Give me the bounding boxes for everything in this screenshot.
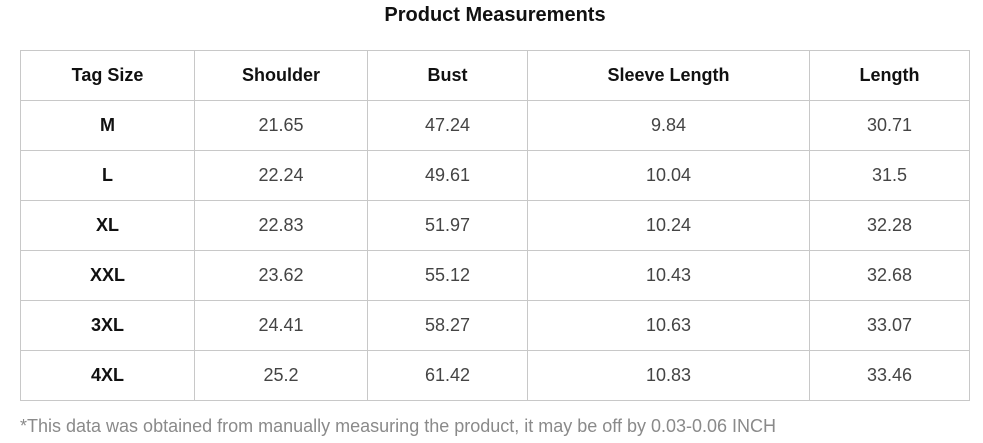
header-sleeve-length: Sleeve Length — [527, 50, 810, 101]
shoulder-cell: 25.2 — [194, 350, 368, 401]
table-row: XXL 23.62 55.12 10.43 32.68 — [20, 250, 970, 301]
sleeve-length-cell: 10.24 — [527, 200, 810, 251]
bust-cell: 47.24 — [367, 100, 528, 151]
tag-size-cell: 4XL — [20, 350, 195, 401]
shoulder-cell: 24.41 — [194, 300, 368, 351]
table-row: 4XL 25.2 61.42 10.83 33.46 — [20, 350, 970, 401]
length-cell: 33.46 — [809, 350, 970, 401]
measurements-table: Tag Size Shoulder Bust Sleeve Length Len… — [20, 50, 970, 401]
header-tag-size: Tag Size — [20, 50, 195, 101]
shoulder-cell: 22.83 — [194, 200, 368, 251]
tag-size-cell: L — [20, 150, 195, 201]
shoulder-cell: 21.65 — [194, 100, 368, 151]
shoulder-cell: 22.24 — [194, 150, 368, 201]
bust-cell: 58.27 — [367, 300, 528, 351]
length-cell: 33.07 — [809, 300, 970, 351]
measurement-disclaimer: *This data was obtained from manually me… — [20, 416, 777, 436]
header-shoulder: Shoulder — [194, 50, 368, 101]
sleeve-length-cell: 10.63 — [527, 300, 810, 351]
table-row: 3XL 24.41 58.27 10.63 33.07 — [20, 300, 970, 351]
length-cell: 32.68 — [809, 250, 970, 301]
bust-cell: 55.12 — [367, 250, 528, 301]
bust-cell: 49.61 — [367, 150, 528, 201]
length-cell: 32.28 — [809, 200, 970, 251]
bust-cell: 61.42 — [367, 350, 528, 401]
tag-size-cell: XXL — [20, 250, 195, 301]
tag-size-cell: M — [20, 100, 195, 151]
page-title: Product Measurements — [384, 4, 606, 26]
length-cell: 31.5 — [809, 150, 970, 201]
table-header-row: Tag Size Shoulder Bust Sleeve Length Len… — [20, 50, 970, 101]
sleeve-length-cell: 9.84 — [527, 100, 810, 151]
length-cell: 30.71 — [809, 100, 970, 151]
tag-size-cell: 3XL — [20, 300, 195, 351]
header-bust: Bust — [367, 50, 528, 101]
sleeve-length-cell: 10.43 — [527, 250, 810, 301]
table-row: L 22.24 49.61 10.04 31.5 — [20, 150, 970, 201]
sleeve-length-cell: 10.04 — [527, 150, 810, 201]
header-length: Length — [809, 50, 970, 101]
shoulder-cell: 23.62 — [194, 250, 368, 301]
sleeve-length-cell: 10.83 — [527, 350, 810, 401]
bust-cell: 51.97 — [367, 200, 528, 251]
table-row: M 21.65 47.24 9.84 30.71 — [20, 100, 970, 151]
table-row: XL 22.83 51.97 10.24 32.28 — [20, 200, 970, 251]
tag-size-cell: XL — [20, 200, 195, 251]
